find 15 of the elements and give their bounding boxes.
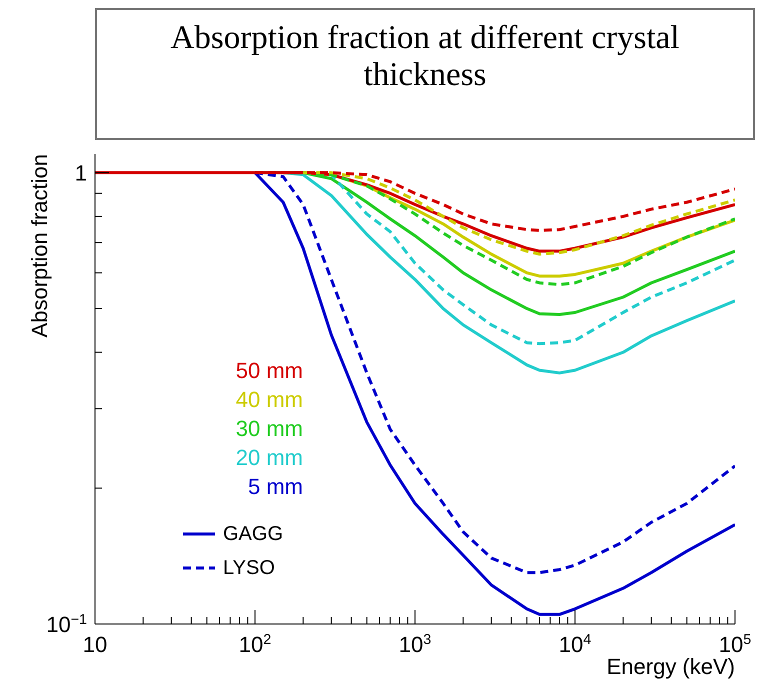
text: 20 mm: [234, 444, 303, 472]
text: 40 mm: [234, 386, 303, 414]
x-axis-title: Energy (keV): [606, 654, 735, 679]
y-axis-title: Absorption fraction: [27, 154, 52, 338]
x-tick-label: 10$^{3}$: [398, 632, 432, 657]
annotation: LYSO: [223, 556, 275, 581]
y-tick-label: 1: [74, 160, 87, 186]
x-tick-label: 10$^{5}$: [718, 632, 752, 657]
x-tick-label: 10$^{4}$: [558, 632, 592, 657]
annotation: GAGG: [223, 522, 284, 547]
x-tick-label: 10$^{2}$: [238, 632, 272, 657]
chart-title: Absorption fraction at different crystal thickness: [170, 20, 680, 94]
text: 5 mm: [247, 473, 303, 501]
text: 50 mm: [234, 357, 303, 385]
text: 30 mm: [234, 415, 303, 443]
